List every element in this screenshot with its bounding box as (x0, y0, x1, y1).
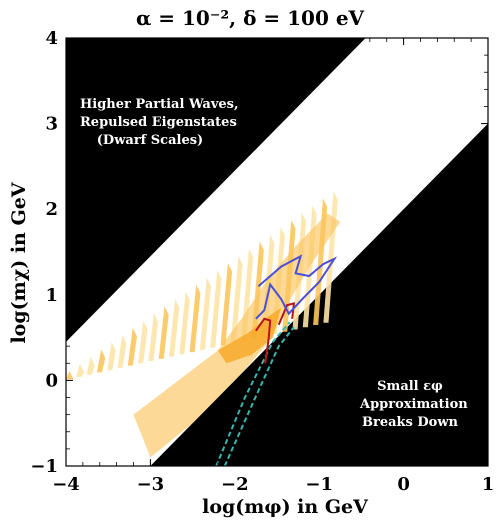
resonance-band (117, 335, 127, 368)
y-tick-label: 4 (45, 28, 58, 49)
plot-layer (66, 38, 488, 466)
x-tick-label: −2 (221, 474, 249, 495)
region-label-line: (Dwarf Scales) (96, 133, 204, 148)
resonance-band (220, 263, 233, 346)
region-label-small-epsilon: Small εφ Approximation Breaks Down (360, 378, 468, 432)
red-contour (255, 317, 272, 364)
blue-contour (255, 254, 338, 320)
x-tick-label: 1 (482, 474, 495, 495)
orange-band-main (133, 213, 341, 458)
resonance-band (96, 349, 106, 373)
region-label-line: Breaks Down (362, 415, 458, 430)
x-axis-label: log(mφ) in GeV (202, 496, 368, 518)
resonance-band (148, 313, 159, 362)
resonance-band (210, 270, 222, 348)
teal-dashed-line (215, 321, 291, 466)
resonance-band (230, 255, 243, 343)
region-label-line: Small εφ (377, 379, 443, 394)
orange-band-dark (217, 307, 282, 364)
resonance-band (86, 356, 95, 375)
resonance-band (66, 371, 74, 380)
region-label-line: Higher Partial Waves, (80, 97, 239, 112)
y-tick-label: 1 (45, 285, 58, 306)
x-tick-label: −1 (305, 474, 333, 495)
resonance-band (169, 299, 180, 357)
resonance-band (189, 284, 201, 353)
y-axis-label: log(mχ) in GeV (8, 182, 30, 344)
resonance-band (199, 277, 211, 350)
resonance-band (107, 342, 116, 371)
y-tick-label: 3 (45, 114, 58, 135)
red-contour (277, 302, 296, 326)
resonance-band (179, 291, 190, 355)
region-label-line: Approximation (360, 397, 468, 412)
y-tick-label: 0 (45, 370, 58, 391)
resonance-band (158, 306, 169, 359)
resonance-band (127, 327, 137, 366)
teal-dashed-line (223, 326, 295, 466)
resonance-band (76, 363, 85, 377)
resonance-band (138, 320, 148, 364)
plot-frame (65, 37, 489, 467)
x-tick-label: −4 (52, 474, 80, 495)
region-label-higher-partial-waves: Higher Partial Waves, Repulsed Eigenstat… (80, 96, 239, 150)
region-label-line: Repulsed Eigenstates (80, 115, 237, 130)
x-tick-label: −3 (137, 474, 165, 495)
y-tick-label: −1 (30, 456, 58, 477)
chart-title: α = 10⁻², δ = 100 eV (135, 6, 365, 30)
y-tick-label: 2 (45, 199, 58, 220)
x-tick-label: 0 (397, 474, 410, 495)
excluded-region-upper (66, 38, 366, 342)
